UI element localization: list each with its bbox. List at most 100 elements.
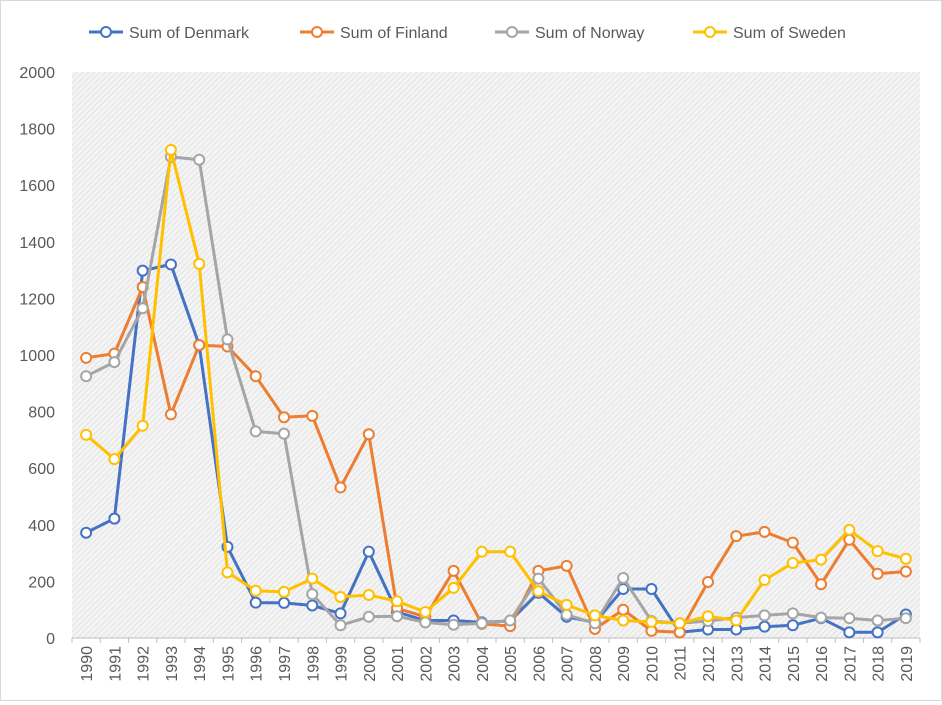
legend-label: Sum of Denmark [129, 25, 250, 42]
data-point [786, 619, 799, 632]
legend-item: Sum of Finland [300, 25, 448, 42]
data-point [758, 525, 771, 538]
x-axis: 1990 1991 1992 1993 1994 1995 1996 1997 1998 1999… [71, 637, 921, 682]
legend-item: Sum of Denmark [89, 25, 250, 42]
data-point [391, 610, 404, 623]
data-point [532, 572, 545, 585]
x-tick-label: 2014 [758, 646, 775, 682]
x-tick-label: 2009 [616, 646, 633, 682]
data-point [758, 573, 771, 586]
data-point [815, 578, 828, 591]
legend-marker [311, 26, 323, 38]
x-tick-label: 2002 [418, 646, 435, 682]
legend-marker [704, 26, 716, 38]
series-2 [80, 150, 912, 632]
data-point [843, 523, 856, 536]
data-point [278, 585, 290, 598]
y-tick-label: 200 [28, 574, 55, 591]
data-point [193, 153, 206, 166]
data-point [391, 595, 404, 608]
plot-area [72, 72, 920, 638]
data-point [108, 453, 121, 466]
y-tick-label: 600 [28, 461, 55, 478]
x-tick-label: 1993 [164, 646, 181, 682]
series-3 [80, 143, 912, 630]
data-point [786, 607, 799, 620]
legend-item: Sum of Sweden [693, 25, 846, 42]
x-tick-label: 2000 [362, 646, 379, 682]
data-point [504, 545, 517, 558]
x-tick-label: 2010 [644, 646, 661, 682]
x-tick-label: 2018 [871, 646, 888, 682]
x-tick-label: 1994 [192, 646, 209, 682]
data-point [730, 614, 743, 627]
data-point [475, 617, 488, 630]
data-point [447, 564, 460, 577]
x-tick-label: 1998 [305, 646, 322, 682]
x-tick-label: 2015 [786, 646, 803, 682]
legend-label: Sum of Finland [340, 25, 448, 42]
data-point [786, 536, 799, 549]
y-tick-label: 0 [46, 631, 55, 648]
data-point [702, 575, 714, 588]
data-point [419, 605, 432, 618]
data-point [899, 565, 912, 578]
x-tick-label: 1992 [136, 646, 153, 682]
data-point [164, 258, 177, 271]
data-point [871, 626, 884, 639]
data-point [843, 626, 856, 639]
data-point [136, 264, 149, 277]
y-tick-label: 1800 [19, 122, 55, 139]
data-point [221, 566, 234, 579]
data-point [871, 614, 884, 627]
data-point [193, 339, 206, 352]
y-tick-label: 1200 [19, 291, 55, 308]
legend-label: Sum of Sweden [733, 25, 846, 42]
data-point [815, 611, 828, 624]
y-axis: 0 200 400 600 800 1000 1200 1400 1600 1800 2000 [19, 65, 55, 648]
y-tick-label: 1400 [19, 235, 55, 252]
data-point [193, 257, 206, 270]
data-point [306, 572, 319, 585]
data-point [871, 567, 884, 580]
data-point [278, 411, 290, 424]
data-point [786, 557, 799, 570]
data-point [447, 618, 460, 631]
x-tick-label: 2001 [390, 646, 407, 682]
data-point [306, 599, 319, 612]
data-point [249, 425, 262, 438]
x-tick-label: 1995 [220, 646, 237, 682]
data-point [80, 370, 93, 383]
data-point [362, 428, 375, 441]
x-tick-label: 2006 [531, 646, 548, 682]
data-point [645, 583, 658, 596]
data-point [334, 590, 347, 603]
data-point [871, 545, 884, 558]
data-point [164, 143, 177, 156]
x-tick-label: 2004 [475, 646, 492, 682]
data-point [899, 552, 912, 565]
legend-marker [506, 26, 518, 38]
x-tick-label: 2016 [814, 646, 831, 682]
data-point [164, 408, 177, 421]
data-point [80, 526, 93, 539]
x-tick-label: 2017 [842, 646, 859, 682]
data-point [80, 351, 93, 364]
y-tick-label: 400 [28, 518, 55, 535]
data-point [249, 370, 262, 383]
x-tick-label: 2003 [447, 646, 464, 682]
data-point [475, 545, 488, 558]
data-point [673, 617, 686, 630]
data-point [702, 610, 714, 623]
data-point [843, 533, 856, 546]
y-tick-label: 1600 [19, 178, 55, 195]
legend-item: Sum of Norway [495, 25, 644, 42]
data-point [447, 581, 460, 594]
y-tick-label: 800 [28, 405, 55, 422]
data-point [843, 612, 856, 625]
data-point [334, 481, 347, 494]
x-tick-label: 2019 [899, 646, 916, 682]
data-point [362, 588, 375, 601]
